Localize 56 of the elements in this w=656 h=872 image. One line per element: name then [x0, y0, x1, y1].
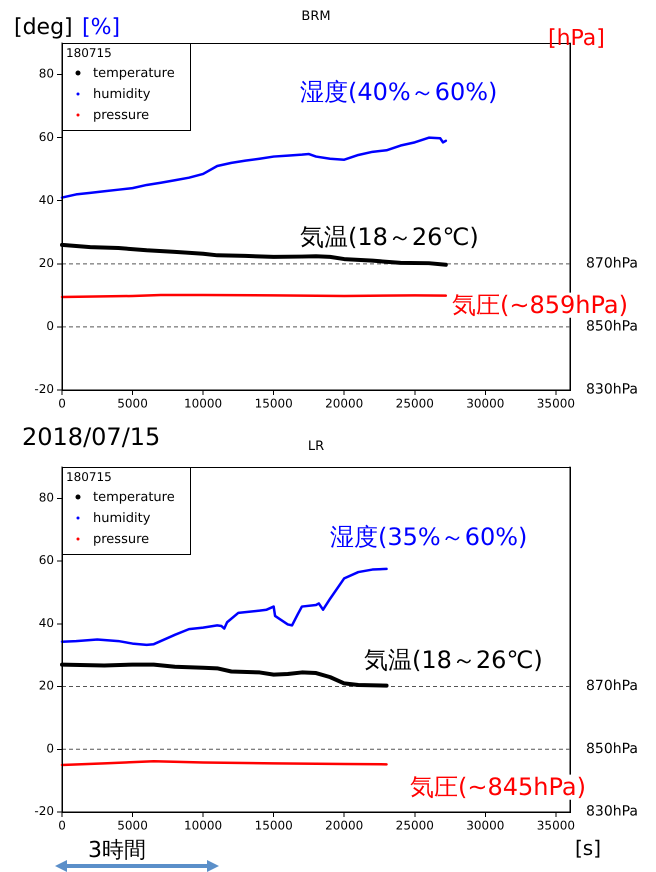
y-tick-label: 0 [46, 741, 54, 756]
x-tick-label: 5000 [117, 818, 148, 832]
annotation: 気圧(~859hPa) [452, 291, 628, 319]
legend-label: pressure [93, 532, 150, 547]
text: 3時間 [88, 838, 146, 863]
legend-label: temperature [93, 66, 175, 81]
legend-label: pressure [93, 108, 150, 123]
annotation: 湿度(40%～60%) [300, 78, 498, 106]
x-tick-label: 35000 [536, 818, 575, 832]
x-tick-label: 0 [58, 396, 66, 410]
x-tick-label: 20000 [325, 818, 364, 832]
x-tick-label: 10000 [184, 818, 222, 832]
y2-tick-label: 870hPa [586, 678, 638, 694]
chart-title: BRM [301, 9, 331, 24]
x-tick-label: 30000 [466, 818, 504, 832]
y-tick-label: 20 [38, 256, 54, 270]
y-tick-label: 60 [38, 130, 54, 144]
x-tick-label: 25000 [396, 818, 434, 832]
x-tick-label: 0 [58, 818, 66, 832]
y2-tick-label: 850hPa [586, 740, 638, 757]
x-tick-label: 15000 [254, 818, 293, 832]
x-axis-title: [s] [575, 836, 602, 860]
legend-label: temperature [93, 490, 175, 505]
y-tick-label: 0 [46, 319, 54, 334]
annotation: 気温(18～26℃) [300, 223, 479, 251]
y2-tick-label: 830hPa [586, 382, 638, 398]
x-tick-label: 25000 [396, 396, 434, 410]
y-tick-label: -20 [34, 382, 54, 396]
x-tick-label: 15000 [254, 396, 293, 410]
annotation: 湿度(35%～60%) [330, 523, 528, 551]
text: [%] [82, 15, 120, 40]
y-tick-label: 80 [38, 66, 54, 81]
annotation: 気圧(~845hPa) [410, 773, 586, 801]
y-tick-label: 40 [38, 192, 54, 207]
y-tick-label: -20 [34, 804, 54, 818]
legend-title: 180715 [66, 46, 112, 60]
x-tick-label: 10000 [184, 396, 222, 410]
x-tick-label: 30000 [466, 396, 504, 410]
y-axis-title: [deg] [14, 15, 73, 40]
y2-tick-label: 870hPa [586, 255, 638, 272]
y-tick-label: 40 [38, 616, 54, 630]
x-tick-label: 5000 [117, 396, 148, 410]
x-tick-label: 20000 [325, 396, 364, 410]
y2-axis-title: [hPa] [548, 26, 605, 51]
annotation: 気温(18～26℃) [364, 646, 543, 674]
legend-title: 180715 [66, 470, 112, 484]
text: 2018/07/15 [22, 423, 160, 451]
y-tick-label: 80 [38, 490, 54, 504]
y-tick-label: 60 [38, 553, 54, 568]
chart-title: LR [308, 439, 324, 454]
y2-tick-label: 850hPa [586, 318, 638, 335]
y-tick-label: 20 [38, 678, 54, 693]
legend-label: humidity [93, 87, 151, 102]
x-tick-label: 35000 [536, 396, 575, 410]
legend-label: humidity [93, 511, 151, 526]
y2-tick-label: 830hPa [586, 804, 638, 820]
